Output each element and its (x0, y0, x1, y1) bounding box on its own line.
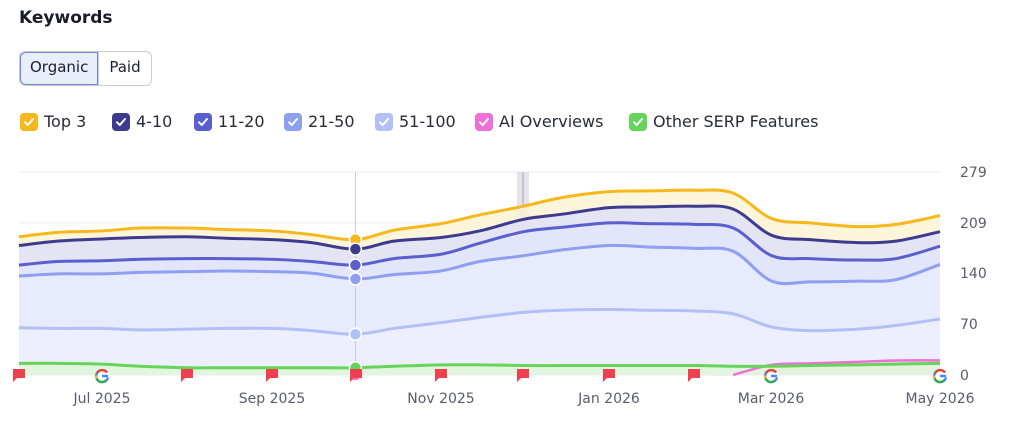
flag-shape (266, 369, 278, 382)
legend-label: Other SERP Features (653, 112, 819, 131)
y-tick-label: 70 (960, 317, 978, 333)
series-line-4-10 (18, 204, 941, 251)
g-arc-red (934, 369, 946, 374)
hover-point (348, 258, 363, 272)
checkbox-icon[interactable] (475, 113, 493, 131)
hover-point (348, 242, 363, 256)
hover-point (348, 272, 363, 286)
area-51-100 (19, 309, 940, 375)
g-arc-yellow (763, 375, 767, 379)
checkbox-icon[interactable] (629, 113, 647, 131)
y-tick-label: 279 (960, 165, 987, 181)
flag-shape (688, 369, 700, 382)
legend-item-other-serp-features[interactable]: Other SERP Features (629, 111, 818, 133)
series-line-other-serp-features (18, 361, 941, 370)
legend-item-4-10[interactable]: 4-10 (112, 111, 172, 133)
event-flag-icon[interactable] (435, 369, 447, 382)
event-flag-icon[interactable] (688, 369, 700, 382)
section-title: Keywords (19, 8, 113, 28)
g-arc-yellow (94, 375, 98, 379)
legend-label: 4-10 (136, 112, 173, 131)
event-flag-icon[interactable] (13, 369, 25, 382)
legend-label: 21-50 (308, 112, 355, 131)
checkbox-icon[interactable] (375, 113, 393, 131)
event-flag-icon[interactable] (266, 369, 278, 382)
checkbox-icon[interactable] (112, 113, 130, 131)
flag-shape (350, 369, 362, 382)
organic-paid-toggle: Organic Paid (19, 51, 152, 86)
x-tick-label: Jan 2026 (577, 391, 640, 407)
google-update-icon[interactable] (932, 368, 948, 384)
g-arc-green (95, 377, 107, 384)
x-tick-label: Jul 2025 (73, 391, 131, 407)
x-tick-label: Nov 2025 (407, 391, 474, 407)
flag-shape (603, 369, 615, 382)
legend-label: AI Overviews (499, 112, 604, 131)
x-tick-label: Mar 2026 (738, 391, 805, 407)
google-update-icon[interactable] (94, 368, 110, 384)
legend-item-11-20[interactable]: 11-20 (194, 111, 265, 133)
checkbox-icon[interactable] (284, 113, 302, 131)
series-line-21-50 (18, 243, 941, 286)
g-arc-red (96, 369, 108, 374)
y-tick-label: 140 (960, 266, 987, 282)
checkbox-icon[interactable] (194, 113, 212, 131)
google-update-icon[interactable] (763, 368, 779, 384)
checkbox-icon[interactable] (20, 113, 38, 131)
flag-shape (435, 369, 447, 382)
y-tick-label: 209 (960, 216, 987, 232)
flag-shape (13, 369, 25, 382)
g-arc-red (765, 369, 777, 374)
tab-organic[interactable]: Organic (20, 52, 99, 85)
keywords-trend-chart[interactable]: 279 209 140 70 0 Jul 2025 Sep 2025 Nov 2025 Jan … (0, 150, 1020, 433)
series-line-51-100 (18, 308, 941, 336)
y-tick-label: 0 (960, 368, 969, 384)
x-tick-label: May 2026 (905, 391, 974, 407)
hover-point (348, 327, 363, 342)
series-line-11-20 (18, 221, 941, 267)
tab-paid[interactable]: Paid (98, 52, 150, 85)
legend-item-top-3[interactable]: Top 3 (20, 111, 86, 133)
legend-item-21-50[interactable]: 21-50 (284, 111, 355, 133)
flag-shape (517, 369, 529, 382)
legend-label: Top 3 (44, 112, 87, 131)
g-arc-yellow (932, 375, 936, 379)
x-tick-label: Sep 2025 (239, 391, 305, 407)
event-flag-icon[interactable] (181, 369, 193, 382)
series-line-top-3 (18, 188, 941, 242)
event-flag-icon[interactable] (350, 369, 362, 382)
g-arc-green (764, 377, 776, 384)
event-flag-icon[interactable] (603, 369, 615, 382)
legend-label: 11-20 (218, 112, 265, 131)
event-flag-icon[interactable] (517, 369, 529, 382)
legend-label: 51-100 (399, 112, 456, 131)
legend-item-ai-overviews[interactable]: AI Overviews (475, 111, 603, 133)
g-arc-green (933, 377, 945, 384)
legend-item-51-100[interactable]: 51-100 (375, 111, 456, 133)
flag-shape (181, 369, 193, 382)
